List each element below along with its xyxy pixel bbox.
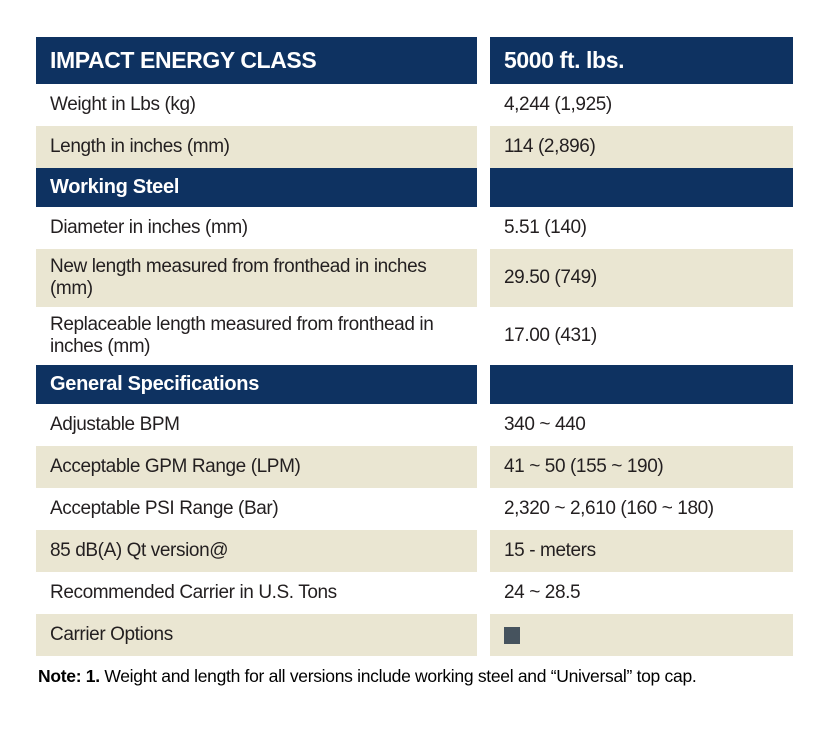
row-label: Weight in Lbs (kg) (50, 94, 196, 115)
row-label-cell: Acceptable PSI Range (Bar) (36, 488, 477, 530)
row-value-cell: 340 ~ 440 (490, 404, 793, 446)
section-title: Working Steel (50, 176, 180, 198)
footnote: Note: 1. Weight and length for all versi… (38, 666, 798, 687)
row-value-cell: 15 - meters (490, 530, 793, 572)
row-label-cell: Diameter in inches (mm) (36, 207, 477, 249)
header-value: 5000 ft. lbs. (504, 47, 625, 73)
table-row: Diameter in inches (mm) 5.51 (140) (36, 207, 793, 249)
table-row: Replaceable length measured from fronthe… (36, 307, 793, 365)
row-value: 5.51 (140) (504, 217, 587, 238)
header-label-cell: IMPACT ENERGY CLASS (36, 37, 477, 84)
table-row: Acceptable GPM Range (LPM) 41 ~ 50 (155 ~… (36, 446, 793, 488)
row-value-cell: 24 ~ 28.5 (490, 572, 793, 614)
row-label-cell: Adjustable BPM (36, 404, 477, 446)
row-label: Carrier Options (50, 624, 173, 645)
column-divider (477, 530, 490, 572)
row-label-cell: 85 dB(A) Qt version@ (36, 530, 477, 572)
row-value: 340 ~ 440 (504, 414, 586, 435)
row-label: Acceptable GPM Range (LPM) (50, 456, 301, 477)
row-label: Length in inches (mm) (50, 136, 230, 157)
spec-table: IMPACT ENERGY CLASS 5000 ft. lbs. Weight… (36, 37, 793, 656)
table-row: Recommended Carrier in U.S. Tons 24 ~ 28.… (36, 572, 793, 614)
row-label-cell: General Specifications (36, 365, 477, 404)
footnote-prefix: Note: 1. (38, 666, 100, 686)
row-value: 4,244 (1,925) (504, 94, 612, 115)
row-value-cell: 41 ~ 50 (155 ~ 190) (490, 446, 793, 488)
carrier-option-square-icon (504, 626, 520, 644)
row-value: 17.00 (431) (504, 325, 597, 346)
section-header-row: Working Steel (36, 168, 793, 207)
row-value-cell: 2,320 ~ 2,610 (160 ~ 180) (490, 488, 793, 530)
row-value-cell: 29.50 (749) (490, 249, 793, 307)
row-value-cell (490, 168, 793, 207)
column-divider (477, 126, 490, 168)
table-row: Adjustable BPM 340 ~ 440 (36, 404, 793, 446)
row-value: 24 ~ 28.5 (504, 582, 581, 603)
row-label-cell: Carrier Options (36, 614, 477, 656)
row-value-cell (490, 365, 793, 404)
row-label-cell: Length in inches (mm) (36, 126, 477, 168)
row-label-cell: Weight in Lbs (kg) (36, 84, 477, 126)
row-label: Replaceable length measured from fronthe… (50, 314, 434, 357)
row-label-cell: Replaceable length measured from fronthe… (36, 307, 477, 365)
table-row: 85 dB(A) Qt version@ 15 - meters (36, 530, 793, 572)
table-row: New length measured from fronthead in in… (36, 249, 793, 307)
header-value-cell: 5000 ft. lbs. (490, 37, 793, 84)
section-header-row: General Specifications (36, 365, 793, 404)
row-label: Acceptable PSI Range (Bar) (50, 498, 279, 519)
table-body: Weight in Lbs (kg) 4,244 (1,925) Length in… (36, 84, 793, 656)
row-value-cell (490, 614, 793, 656)
row-label: Diameter in inches (mm) (50, 217, 248, 238)
table-row: Acceptable PSI Range (Bar) 2,320 ~ 2,610 … (36, 488, 793, 530)
row-label: Recommended Carrier in U.S. Tons (50, 582, 337, 603)
row-value-cell: 4,244 (1,925) (490, 84, 793, 126)
column-divider (477, 365, 490, 404)
row-value: 41 ~ 50 (155 ~ 190) (504, 456, 664, 477)
table-header-row: IMPACT ENERGY CLASS 5000 ft. lbs. (36, 37, 793, 84)
column-divider (477, 307, 490, 365)
column-divider (477, 446, 490, 488)
table-row: Length in inches (mm) 114 (2,896) (36, 126, 793, 168)
column-divider (477, 207, 490, 249)
section-title: General Specifications (50, 373, 260, 395)
column-divider (477, 84, 490, 126)
column-divider (477, 168, 490, 207)
row-value: 29.50 (749) (504, 267, 597, 288)
row-value-cell: 5.51 (140) (490, 207, 793, 249)
row-label-cell: New length measured from fronthead in in… (36, 249, 477, 307)
table-row: Weight in Lbs (kg) 4,244 (1,925) (36, 84, 793, 126)
footnote-text: Weight and length for all versions inclu… (104, 666, 697, 686)
row-value: 2,320 ~ 2,610 (160 ~ 180) (504, 498, 714, 519)
column-divider (477, 572, 490, 614)
column-divider (477, 249, 490, 307)
column-divider (477, 37, 490, 84)
row-label-cell: Working Steel (36, 168, 477, 207)
row-value: 15 - meters (504, 540, 596, 561)
row-value-cell: 17.00 (431) (490, 307, 793, 365)
column-divider (477, 404, 490, 446)
row-label: New length measured from fronthead in in… (50, 256, 427, 299)
row-value-cell: 114 (2,896) (490, 126, 793, 168)
row-label: Adjustable BPM (50, 414, 180, 435)
row-label-cell: Acceptable GPM Range (LPM) (36, 446, 477, 488)
row-label: 85 dB(A) Qt version@ (50, 540, 229, 561)
column-divider (477, 488, 490, 530)
header-label: IMPACT ENERGY CLASS (50, 47, 317, 73)
table-row: Carrier Options (36, 614, 793, 656)
row-value: 114 (2,896) (504, 136, 596, 157)
column-divider (477, 614, 490, 656)
row-label-cell: Recommended Carrier in U.S. Tons (36, 572, 477, 614)
